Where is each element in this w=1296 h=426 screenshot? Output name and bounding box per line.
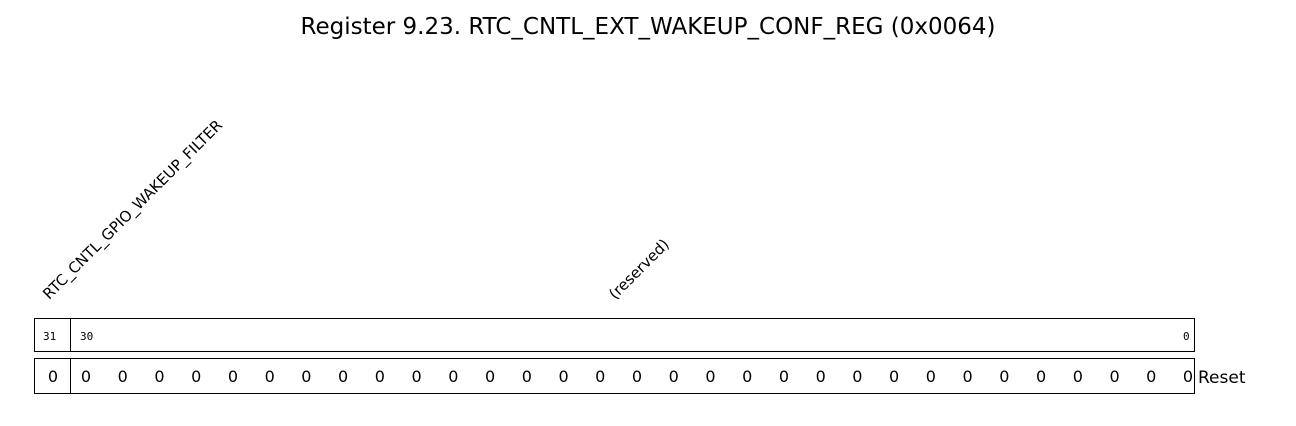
reset-value-bit-23: 0 <box>338 367 349 386</box>
reset-value-bit-13: 0 <box>705 367 716 386</box>
reset-value-bit-20: 0 <box>448 367 459 386</box>
reset-value-bit-6: 0 <box>962 367 973 386</box>
reset-value-bit-15: 0 <box>631 367 643 386</box>
reset-value-bit-18: 0 <box>521 367 532 386</box>
reset-value-bit-5: 0 <box>999 367 1010 386</box>
reset-value-bit-3: 0 <box>1072 367 1083 386</box>
reset-value-bit-0: 0 <box>1182 367 1194 386</box>
reset-value-bit-24: 0 <box>301 367 312 386</box>
reset-value-bit-7: 0 <box>925 367 936 386</box>
bit-divider-31-30 <box>70 319 71 351</box>
reset-value-bit-2: 0 <box>1109 367 1120 386</box>
reset-value-bit-16: 0 <box>595 367 606 386</box>
reset-label: Reset <box>1198 368 1246 388</box>
reset-value-bit-14: 0 <box>668 367 679 386</box>
reset-value-bit-28: 0 <box>154 367 165 386</box>
reset-value-bit-22: 0 <box>374 367 385 386</box>
reset-value-bit-31: 0 <box>47 367 59 386</box>
reset-value-bit-21: 0 <box>411 367 422 386</box>
field-label-gpio-wakeup-filter: RTC_CNTL_GPIO_WAKEUP_FILTER <box>39 116 227 303</box>
reset-value-bit-4: 0 <box>1035 367 1047 386</box>
reset-divider-31-30 <box>70 359 71 393</box>
reset-value-bit-17: 0 <box>558 367 569 386</box>
reset-value-bit-26: 0 <box>227 367 239 386</box>
register-title: Register 9.23. RTC_CNTL_EXT_WAKEUP_CONF_… <box>300 14 996 40</box>
reset-value-bit-12: 0 <box>742 367 753 386</box>
reset-value-bit-25: 0 <box>264 367 275 386</box>
reset-value-bit-9: 0 <box>852 367 863 386</box>
reset-value-bit-19: 0 <box>484 367 496 386</box>
reset-value-bit-29: 0 <box>117 367 128 386</box>
reset-value-row: 0 0 0 0 0 0 0 0 0 0 0 0 0 0 0 0 0 0 0 0 0 0 0 0 0 0 0 0 0 0 0 0 <box>34 358 1195 394</box>
bit-number-30: 30 <box>80 330 94 343</box>
reset-value-bit-10: 0 <box>815 367 826 386</box>
field-label-reserved: (reserved) <box>605 235 673 303</box>
bit-number-0: 0 <box>1183 330 1190 343</box>
bit-number-31: 31 <box>43 330 57 343</box>
reset-value-bit-1: 0 <box>1146 367 1157 386</box>
reset-value-bit-30: 0 <box>80 367 92 386</box>
bit-position-row: 31 30 0 <box>34 318 1195 352</box>
reset-value-bit-11: 0 <box>778 367 790 386</box>
reset-value-bit-27: 0 <box>191 367 202 386</box>
reset-value-bit-8: 0 <box>889 367 900 386</box>
